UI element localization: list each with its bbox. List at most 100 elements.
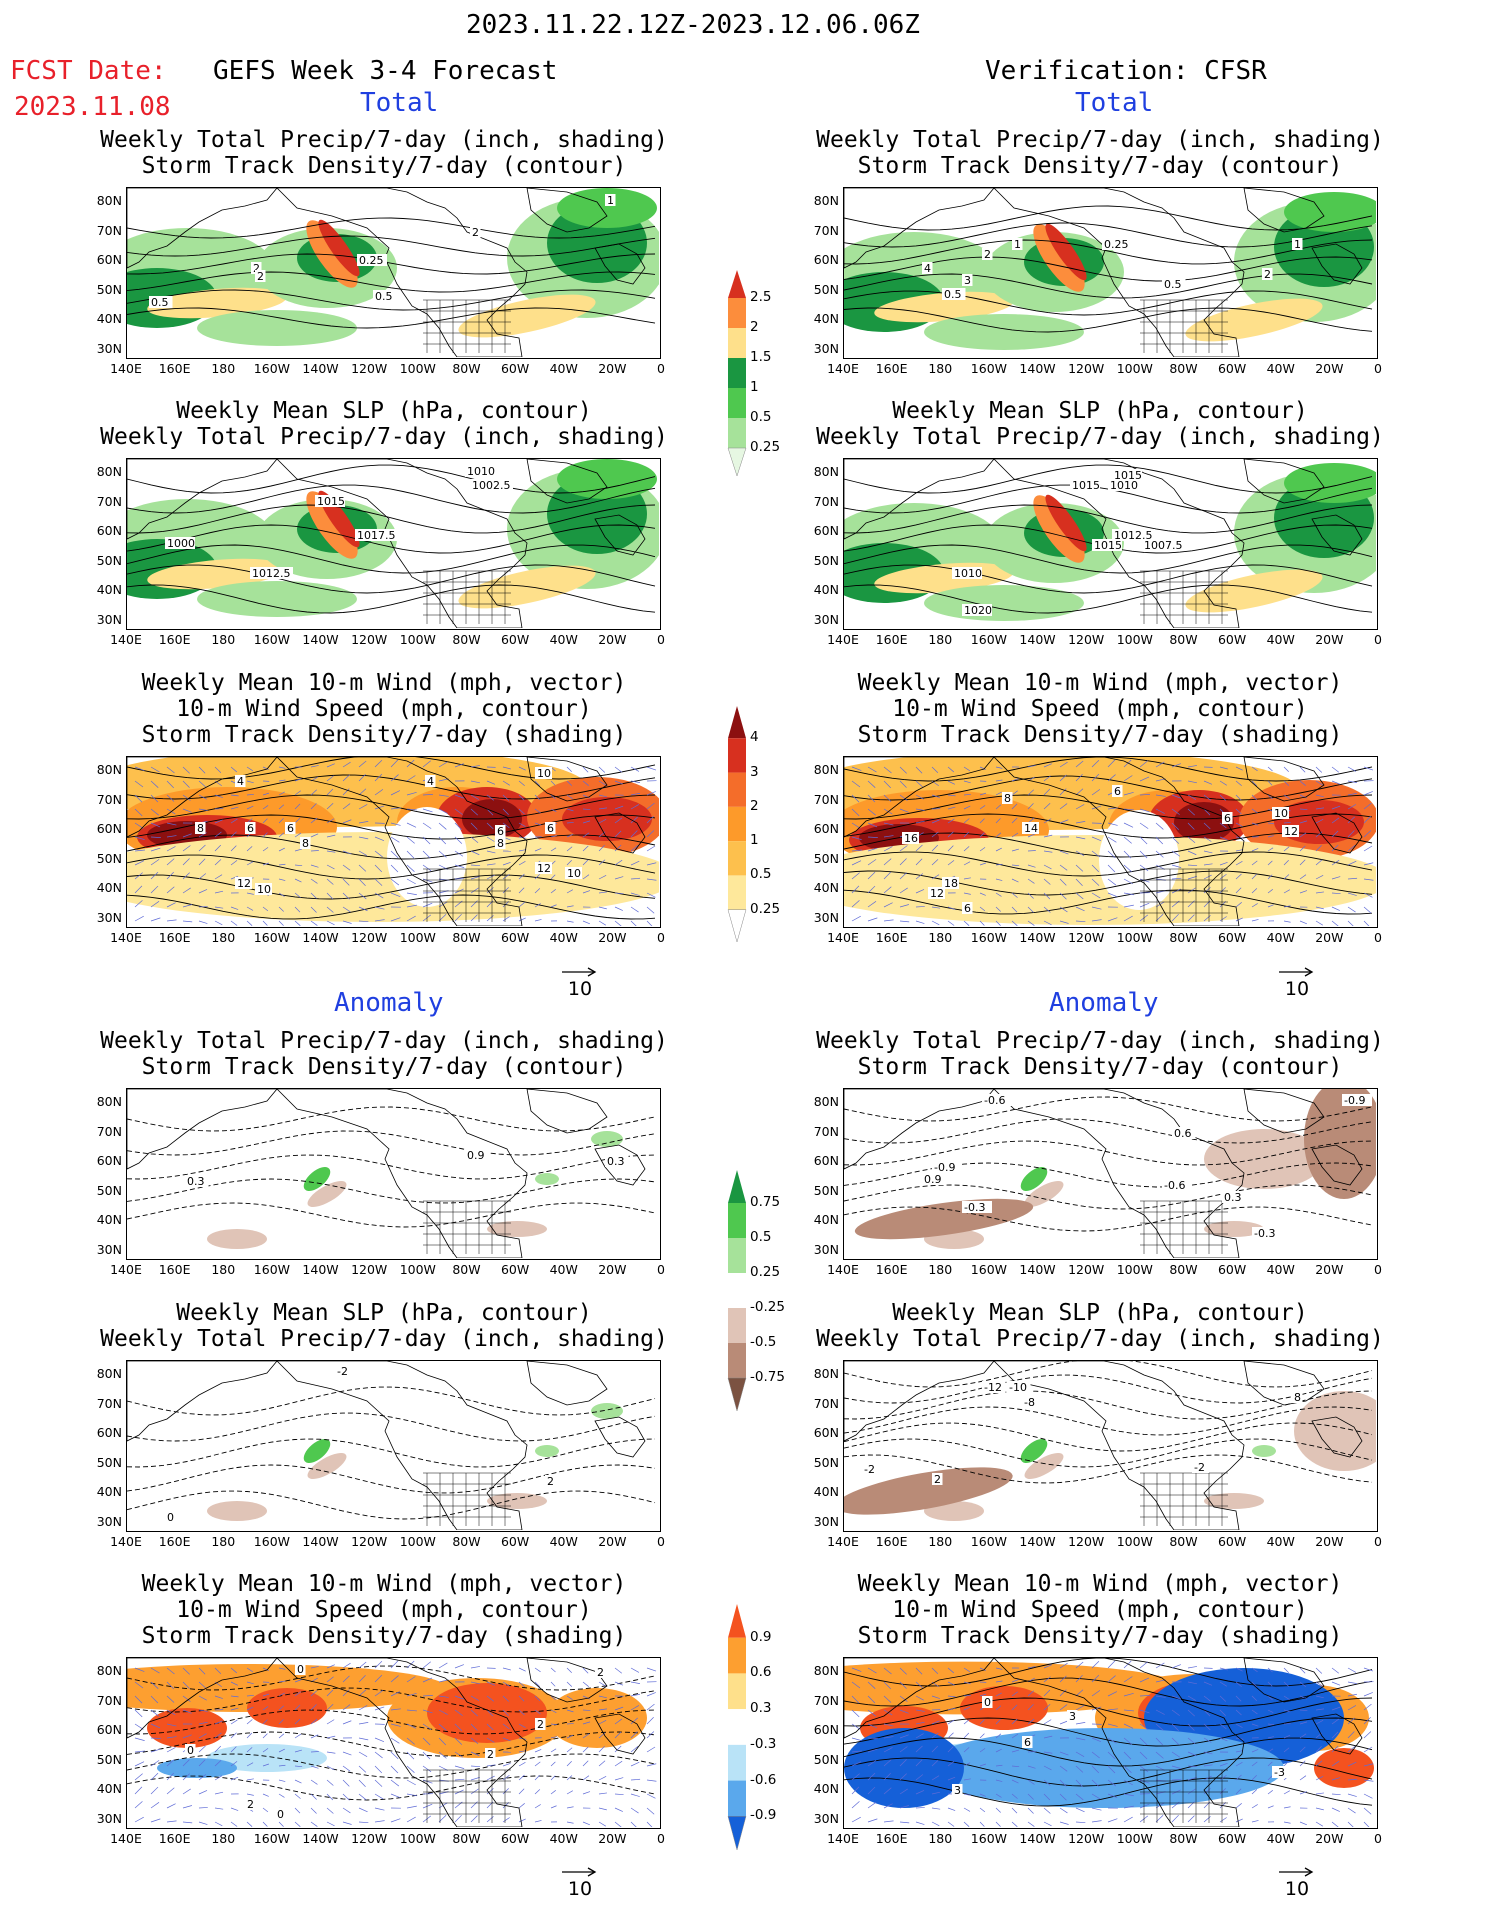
contour-label: 6 <box>287 822 294 835</box>
latitude-tick-label: 70N <box>813 222 839 238</box>
longitude-tick-label: 100W <box>399 1534 436 1549</box>
contour-label-bg <box>295 1663 306 1675</box>
shading-region <box>924 1728 1284 1808</box>
latitude-tick-label: 40N <box>813 1781 839 1797</box>
longitude-tick-label: 160E <box>158 930 191 945</box>
panel-title-line: Weekly Total Precip/7-day (inch, shading… <box>816 127 1384 153</box>
colorbar-segment <box>728 875 746 910</box>
contour-line <box>127 854 656 880</box>
contour-line <box>844 1184 1373 1210</box>
contour-label-bg <box>1102 238 1132 250</box>
colorbar-segment <box>728 1238 746 1273</box>
vector-reference-arrow <box>1277 1866 1317 1878</box>
contour-line <box>844 222 1373 248</box>
contour-line <box>127 524 656 554</box>
contour-label-bg <box>1342 1094 1372 1106</box>
contour-label-bg <box>1292 238 1303 250</box>
latitude-tick-label: 40N <box>96 1781 122 1797</box>
contour-label: 2 <box>1264 268 1271 281</box>
contour-line <box>844 544 1373 574</box>
panel-title-line: Weekly Total Precip/7-day (inch, shading… <box>100 127 668 153</box>
panel-title: Weekly Mean SLP (hPa, contour) Weekly To… <box>800 398 1400 450</box>
panel-title-line: Weekly Total Precip/7-day (inch, shading… <box>100 424 668 450</box>
longitude-tick-label: 140W <box>1019 1262 1056 1277</box>
colorbar-segment <box>728 358 746 388</box>
latitude-tick-label: 40N <box>96 880 122 896</box>
contour-label-bg <box>902 832 919 844</box>
latitude-tick-label: 40N <box>96 1484 122 1500</box>
longitude-tick-label: 60W <box>1217 930 1247 945</box>
longitude-tick-label: 160E <box>875 361 908 376</box>
longitude-tick-label: 100W <box>399 930 436 945</box>
contour-label-bg <box>982 1696 993 1708</box>
longitude-tick-label: 100W <box>1116 1831 1153 1846</box>
contour-line <box>844 1757 1373 1787</box>
contour-label-bg <box>962 274 973 286</box>
contour-label: 10 <box>1274 807 1288 820</box>
longitude-tick-label: 100W <box>399 361 436 376</box>
latitude-tick-label: 60N <box>96 1425 122 1441</box>
longitude-tick-label: 40W <box>1266 930 1295 945</box>
shading-region <box>1204 1129 1324 1189</box>
panel-title-line: Storm Track Density/7-day (shading) <box>141 722 627 748</box>
shading-region <box>247 1688 327 1728</box>
longitude-tick-label: 20W <box>1315 930 1344 945</box>
shading-region <box>1024 1453 1064 1479</box>
longitude-tick-label: 140W <box>302 1534 339 1549</box>
contour-label: 6 <box>1024 1736 1031 1749</box>
longitude-tick-label: 120W <box>1068 930 1105 945</box>
colorbar-segment <box>728 738 746 773</box>
contour-label-bg <box>373 290 397 302</box>
latitude-tick-label: 70N <box>96 222 122 238</box>
colorbar-segment <box>728 328 746 358</box>
contour-label: 0.6 <box>1174 1127 1192 1140</box>
contour-label: 6 <box>964 902 971 915</box>
longitude-tick-label: 120W <box>1068 632 1105 647</box>
longitude-tick-label: 140W <box>302 361 339 376</box>
longitude-tick-label: 100W <box>1116 1534 1153 1549</box>
map-panel: 1015 1010 1020 1012.5 1015 1007.5 1010 1015 <box>843 458 1378 630</box>
contour-line <box>127 894 656 920</box>
panel-title: Weekly Mean 10-m Wind (mph, vector) 10-m… <box>800 1571 1400 1649</box>
longitude-tick-label: 180 <box>211 1831 236 1846</box>
contour-label: 12 <box>930 887 944 900</box>
contour-label: 1002.5 <box>472 479 511 492</box>
contour-line <box>127 253 656 275</box>
longitude-tick-label: 40W <box>1266 1534 1295 1549</box>
contour-label: 4 <box>924 262 931 275</box>
latitude-tick-label: 30N <box>96 612 122 627</box>
contour-label: 1015 <box>1072 479 1100 492</box>
contour-label-bg <box>595 1666 606 1678</box>
section-anomaly-forecast: Anomaly <box>334 988 444 1018</box>
shading-region <box>1204 1493 1264 1509</box>
longitude-tick-label: 120W <box>1068 1262 1105 1277</box>
state-borders <box>1140 299 1228 353</box>
longitude-tick-label: 0 <box>1374 930 1382 945</box>
contour-line <box>844 1390 1373 1420</box>
panel-title-line: Storm Track Density/7-day (shading) <box>857 1623 1343 1649</box>
contour-label: 2 <box>472 226 479 239</box>
contour-label: 6 <box>1114 785 1121 798</box>
colorbar-label: -0.25 <box>750 1299 785 1315</box>
latitude-tick-label: 60N <box>813 821 839 837</box>
contour-label-bg <box>1142 539 1185 551</box>
verification-title: Verification: CFSR <box>985 56 1267 86</box>
contour-label-bg <box>1162 278 1186 290</box>
contour-label-bg <box>485 1748 496 1760</box>
contour-label-bg <box>1222 1191 1246 1203</box>
contour-line <box>844 1140 1373 1166</box>
contour-label-bg <box>1070 479 1100 491</box>
panel-title: Weekly Total Precip/7-day (inch, shading… <box>84 127 684 179</box>
contour-label: 0.3 <box>1224 1191 1242 1204</box>
colorbar-segment <box>728 1673 746 1710</box>
contour-line <box>127 544 656 574</box>
contour-line <box>127 874 656 900</box>
contour-line <box>127 1438 656 1468</box>
longitude-tick-label: 140E <box>827 1262 859 1277</box>
contour-line <box>127 584 656 614</box>
contour-label-bg <box>355 529 398 541</box>
longitude-tick-label: 40W <box>549 1534 578 1549</box>
map-panel: 0.3 0.9 0.3 <box>126 1088 661 1260</box>
contour-label: 1012.5 <box>1114 529 1153 542</box>
wind-vectors <box>134 1660 657 1827</box>
